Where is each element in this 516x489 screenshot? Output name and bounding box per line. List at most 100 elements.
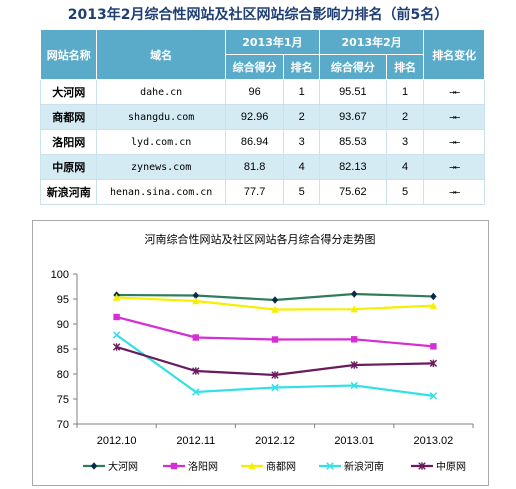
data-point	[326, 462, 334, 470]
jan-rank: 4	[283, 154, 320, 180]
header-jan-score: 综合得分	[224, 54, 285, 80]
site-name: 新浪河南	[39, 179, 98, 205]
feb-score: 95.51	[318, 79, 387, 105]
data-point	[350, 361, 358, 369]
x-tick-label: 2012.11	[176, 435, 215, 447]
site-name: 中原网	[39, 154, 98, 180]
jan-rank: 3	[283, 129, 320, 155]
data-point	[271, 336, 279, 343]
feb-score: 85.53	[318, 129, 387, 155]
ranking-table: 网站名称 域名 2013年1月 2013年2月 排名变化 综合得分 排名 综合得…	[39, 29, 485, 205]
x-tick-label: 2012.12	[255, 435, 295, 447]
data-point	[192, 388, 200, 396]
y-tick-label: 85	[57, 344, 69, 356]
feb-score: 75.62	[318, 179, 387, 205]
table-row: 大河网 dahe.cn 96 1 95.51 1 →←	[39, 79, 485, 105]
data-point	[351, 336, 358, 343]
site-name: 商都网	[39, 104, 98, 130]
header-feb: 2013年2月	[318, 29, 425, 55]
x-tick-label: 2013.01	[334, 435, 374, 447]
legend-item: 洛阳网	[163, 460, 218, 473]
x-tick-label: 2013.02	[414, 435, 454, 447]
rank-change: →←	[423, 129, 485, 155]
feb-rank: 5	[385, 179, 425, 205]
jan-rank: 5	[283, 179, 320, 205]
data-point	[112, 331, 121, 339]
y-tick-label: 75	[57, 394, 69, 406]
rank-change: →←	[423, 104, 485, 130]
jan-score: 77.7	[224, 179, 285, 205]
legend-label: 洛阳网	[188, 460, 218, 473]
jan-rank: 2	[283, 104, 320, 130]
data-point	[271, 305, 279, 313]
data-point	[271, 383, 279, 392]
header-jan: 2013年1月	[224, 29, 320, 55]
header-feb-score: 综合得分	[318, 54, 387, 80]
data-point	[192, 291, 199, 300]
data-point	[192, 297, 200, 305]
series-line	[116, 345, 434, 377]
header-site: 网站名称	[39, 29, 98, 80]
data-point-stroke	[429, 392, 438, 400]
site-name: 大河网	[39, 79, 98, 105]
legend-item: 商都网	[241, 460, 296, 473]
y-tick-label: 80	[57, 369, 69, 381]
data-point	[271, 371, 279, 379]
data-point	[192, 334, 199, 341]
header-domain: 域名	[96, 29, 226, 80]
table-row: 中原网 zynews.com 81.8 4 82.13 4 →←	[39, 154, 485, 180]
site-domain: henan.sina.com.cn	[96, 179, 226, 205]
feb-rank: 3	[385, 129, 425, 155]
rank-change: →←	[423, 179, 485, 205]
header-change: 排名变化	[423, 29, 485, 80]
data-point-stroke	[271, 383, 279, 392]
data-point	[418, 462, 426, 470]
data-point	[112, 343, 121, 351]
data-point	[429, 301, 438, 309]
data-point	[170, 462, 178, 470]
table-row: 新浪河南 henan.sina.com.cn 77.7 5 75.62 5 →←	[39, 179, 485, 205]
page-title: 2013年2月综合性网站及社区网站综合影响力排名（前5名）	[67, 7, 449, 23]
legend-label: 新浪河南	[344, 460, 384, 473]
feb-score: 82.13	[318, 154, 387, 180]
y-tick-label: 70	[57, 419, 69, 431]
jan-score: 92.96	[224, 104, 285, 130]
data-point-stroke	[326, 462, 334, 470]
jan-score: 86.94	[224, 129, 285, 155]
data-point	[350, 305, 358, 313]
data-point	[248, 462, 256, 470]
legend-item: 新浪河南	[319, 460, 384, 473]
data-point	[271, 296, 279, 304]
data-point-stroke	[192, 388, 200, 396]
data-point	[113, 313, 120, 321]
x-tick-label: 2012.10	[97, 435, 137, 447]
jan-score: 96	[224, 79, 285, 105]
rank-change: →←	[423, 154, 485, 180]
data-point	[429, 359, 438, 368]
jan-score: 81.8	[224, 154, 285, 180]
feb-score: 93.67	[318, 104, 387, 130]
jan-rank: 1	[283, 79, 320, 105]
rank-change: →←	[423, 79, 485, 105]
legend-item: 大河网	[83, 460, 138, 473]
data-point-stroke	[112, 331, 121, 339]
data-point	[430, 343, 437, 350]
data-point	[350, 381, 358, 390]
table-row: 洛阳网 lyd.com.cn 86.94 3 85.53 3 →←	[39, 129, 485, 155]
site-domain: shangdu.com	[96, 104, 226, 130]
feb-rank: 2	[385, 104, 425, 130]
trend-chart: 河南综合性网站及社区网站各月综合得分走势图 70 75 80 85 90 95 100 201…	[32, 220, 489, 486]
legend-label: 中原网	[436, 460, 466, 473]
header-jan-rank: 排名	[283, 54, 320, 80]
chart-title: 河南综合性网站及社区网站各月综合得分走势图	[145, 232, 376, 246]
y-tick-label: 90	[57, 319, 69, 331]
data-point	[429, 392, 438, 400]
site-domain: lyd.com.cn	[96, 129, 226, 155]
legend-label: 商都网	[266, 460, 296, 473]
data-point-stroke	[350, 381, 358, 390]
legend-item: 中原网	[411, 460, 466, 473]
site-domain: dahe.cn	[96, 79, 226, 105]
site-name: 洛阳网	[39, 129, 98, 155]
header-feb-rank: 排名	[385, 54, 425, 80]
table-row: 商都网 shangdu.com 92.96 2 93.67 2 →←	[39, 104, 485, 130]
